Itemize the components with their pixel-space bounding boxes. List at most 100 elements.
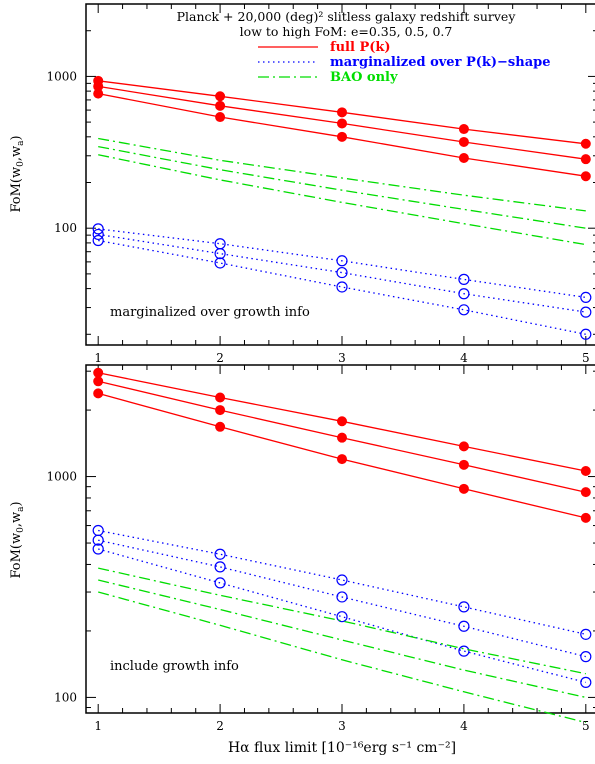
bottom-point-full-0-4	[580, 512, 591, 523]
panel-top-annotation: marginalized over growth info	[110, 305, 310, 320]
panel-bottom-ylabel: FoM(w0,wa)	[9, 501, 26, 578]
bottom-xtick-label: 4	[460, 719, 468, 733]
top-series-bao-8	[98, 137, 586, 212]
top-point-full-0-3	[458, 153, 469, 164]
top-xtick-label: 2	[216, 351, 224, 365]
top-ytick-label: 1000	[46, 69, 77, 83]
top-point-marg-5-4	[580, 291, 592, 303]
top-point-marg-4-4	[580, 306, 592, 318]
ylabel-top-sub0: 0	[16, 161, 26, 167]
chart-subtitle: low to high FoM: e=0.35, 0.5, 0.7	[240, 24, 453, 39]
bottom-point-full-0-3	[458, 483, 469, 494]
bottom-point-marg-5-1	[214, 548, 226, 560]
top-point-marg-3-0	[92, 234, 104, 247]
panel-top-ticks: 1 2 3 4 5 100 1000	[46, 3, 595, 365]
top-point-marg-5-1	[214, 238, 226, 250]
bottom-point-marg-3-2	[336, 611, 348, 623]
top-xtick-label: 4	[460, 351, 468, 365]
top-point-full-2-0	[93, 75, 104, 86]
bottom-point-marg-4-3	[458, 620, 470, 632]
bottom-point-full-1-3	[458, 459, 469, 470]
top-point-marg-3-4	[580, 328, 592, 340]
panel-bottom-annotation: include growth info	[110, 659, 239, 674]
top-point-full-0-2	[337, 131, 347, 142]
legend: full P(k)marginalized over P(k)−shapeBAO…	[258, 40, 550, 85]
bottom-point-full-1-0	[93, 376, 104, 387]
bottom-point-marg-3-4	[580, 676, 592, 688]
ylabel-top-comma: ,w	[9, 146, 24, 161]
top-series-marg-4	[98, 233, 586, 313]
bottom-point-full-1-4	[580, 487, 591, 498]
bottom-point-full-0-0	[93, 388, 104, 399]
top-point-marg-4-3	[458, 288, 470, 300]
legend-label-solid: full P(k)	[330, 40, 391, 55]
ylabel-bottom-suba: a	[16, 506, 26, 512]
top-point-marg-3-2	[336, 281, 348, 293]
top-point-full-2-1	[215, 91, 226, 102]
top-point-marg-4-1	[214, 248, 226, 260]
top-series-marg-3	[98, 239, 586, 335]
bottom-point-full-1-2	[337, 432, 347, 443]
bottom-point-marg-4-1	[214, 561, 226, 573]
ylabel-top-close: )	[9, 135, 24, 140]
bottom-point-marg-3-1	[214, 577, 226, 589]
top-point-full-1-1	[215, 100, 226, 111]
top-series-marg-5	[98, 228, 586, 299]
bottom-series-marg-4	[98, 539, 586, 658]
bottom-point-full-2-2	[337, 416, 347, 427]
bottom-point-marg-5-4	[580, 628, 592, 640]
top-point-full-0-4	[580, 171, 591, 182]
bottom-point-marg-3-3	[458, 645, 470, 657]
bottom-point-marg-4-4	[580, 651, 592, 663]
top-point-marg-5-3	[458, 273, 470, 285]
top-point-marg-4-2	[336, 266, 348, 279]
x-axis-label: Hα flux limit [10⁻¹⁶erg s⁻¹ cm⁻²]	[228, 740, 456, 756]
top-xtick-label: 5	[582, 351, 590, 365]
bottom-series-marg-5	[98, 529, 586, 635]
ylabel-bottom-comma: ,w	[9, 512, 24, 527]
top-point-marg-3-1	[214, 257, 226, 269]
top-ytick-label: 100	[54, 221, 77, 235]
bottom-point-full-2-0	[93, 367, 104, 378]
top-point-marg-5-2	[336, 255, 348, 267]
ylabel-bottom-sub0: 0	[16, 527, 26, 533]
top-point-full-2-2	[337, 107, 347, 118]
top-point-full-2-3	[458, 124, 469, 135]
top-point-full-2-4	[580, 138, 591, 149]
panel-top-ylabel: FoM(w0,wa)	[9, 135, 26, 212]
chart-title: Planck + 20,000 (deg)² slitless galaxy r…	[177, 9, 517, 24]
bottom-ytick-label: 1000	[46, 470, 77, 484]
bottom-point-full-2-1	[215, 392, 226, 403]
bottom-xtick-label: 3	[338, 719, 346, 733]
top-point-full-1-4	[580, 154, 591, 165]
bottom-point-marg-5-3	[458, 601, 470, 613]
top-point-full-1-3	[458, 136, 469, 147]
bottom-point-marg-5-0	[92, 524, 104, 537]
bottom-xtick-label: 5	[582, 719, 590, 733]
ylabel-bottom-close: )	[9, 501, 24, 506]
bottom-point-full-1-1	[215, 405, 226, 416]
panel-bottom-ticks: 1 2 3 4 5 100 1000	[46, 365, 595, 733]
bottom-point-full-0-1	[215, 421, 226, 432]
panel-bottom-series	[92, 367, 592, 724]
bottom-point-marg-5-2	[336, 574, 348, 586]
bottom-ytick-label: 100	[54, 690, 77, 704]
top-point-full-0-1	[215, 112, 226, 123]
bottom-point-marg-3-0	[92, 543, 104, 555]
ylabel-bottom-main: FoM(w	[9, 533, 24, 579]
bottom-series-bao-8	[98, 567, 586, 675]
panel-bottom: 1 2 3 4 5 100 1000 include growth info FoM(w0,…	[9, 364, 595, 733]
bottom-xtick-label: 2	[216, 719, 224, 733]
top-xtick-label: 1	[94, 351, 102, 365]
bottom-xtick-label: 1	[94, 719, 102, 733]
top-point-full-1-2	[337, 118, 347, 129]
bottom-point-full-2-3	[458, 441, 469, 452]
top-series-bao-6	[98, 154, 586, 246]
legend-label-dashdot: BAO only	[330, 70, 398, 85]
bottom-point-full-0-2	[337, 454, 347, 465]
ylabel-top-suba: a	[16, 140, 26, 146]
bottom-point-marg-4-2	[336, 591, 348, 603]
panel-top-series	[92, 75, 592, 340]
